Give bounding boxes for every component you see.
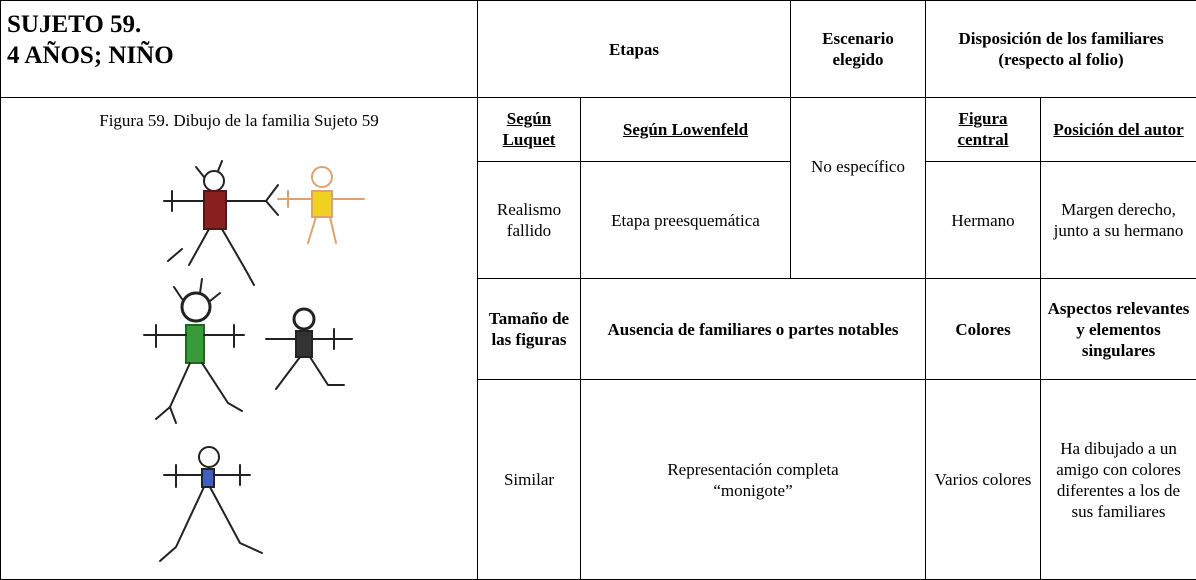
child-drawing: [143, 160, 365, 562]
data-cell: No específico: [790, 96, 927, 280]
figure-cell: Figura 59. Dibujo de la familia Sujeto 5…: [0, 97, 478, 580]
figure-caption: Figura 59. Dibujo de la familia Sujeto 5…: [99, 111, 379, 130]
header-cell: Tamaño de las figuras: [477, 278, 581, 381]
data-cell: Etapa preesquemática: [579, 160, 792, 280]
data-cell: Margen derecho, junto a su hermano: [1040, 160, 1196, 280]
subheader-cell: Según Lowenfeld: [579, 97, 792, 162]
data-cell: Varios colores: [925, 379, 1042, 580]
data-cell: Hermano: [925, 160, 1042, 280]
title-line: SUJETO 59.: [7, 11, 142, 38]
data-cell: Ha dibujado a un amigo con colores difer…: [1040, 379, 1196, 580]
header-cell: Disposición de los familiares (respecto …: [925, 0, 1196, 98]
figure-red: [163, 160, 279, 286]
figure-green: [143, 278, 245, 424]
title-line: 4 AÑOS; NIÑO: [7, 42, 174, 69]
data-cell: Similar: [477, 379, 581, 580]
header-cell: Colores: [925, 278, 1042, 381]
data-cell: Realismo fallido: [477, 160, 581, 280]
subheader-cell: Según Luquet: [477, 97, 581, 162]
header-cell: Ausencia de familiares o partes notables: [579, 278, 927, 381]
figure-black: [265, 307, 353, 390]
subheader-cell: Figura central: [925, 97, 1042, 162]
figure-yellow: [277, 166, 365, 244]
subheader-cell: Posición del autor: [1040, 97, 1196, 162]
data-cell: Representación completa “monigote”: [579, 379, 927, 580]
header-cell: Aspectos relevantes y elementos singular…: [1040, 278, 1196, 381]
figure-blue: [159, 446, 263, 562]
header-cell: Etapas: [476, 0, 792, 98]
header-cell: Escenario elegido: [790, 0, 927, 98]
title-cell: SUJETO 59. 4 AÑOS; NIÑO: [0, 0, 478, 98]
